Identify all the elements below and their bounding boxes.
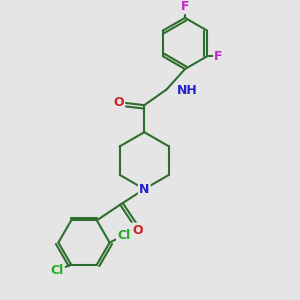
Text: F: F (181, 0, 189, 13)
Text: Cl: Cl (50, 264, 64, 277)
Text: F: F (214, 50, 223, 63)
Text: NH: NH (176, 84, 197, 98)
Text: Cl: Cl (117, 229, 130, 242)
Text: O: O (113, 96, 124, 109)
Text: O: O (132, 224, 142, 237)
Text: N: N (139, 183, 149, 196)
